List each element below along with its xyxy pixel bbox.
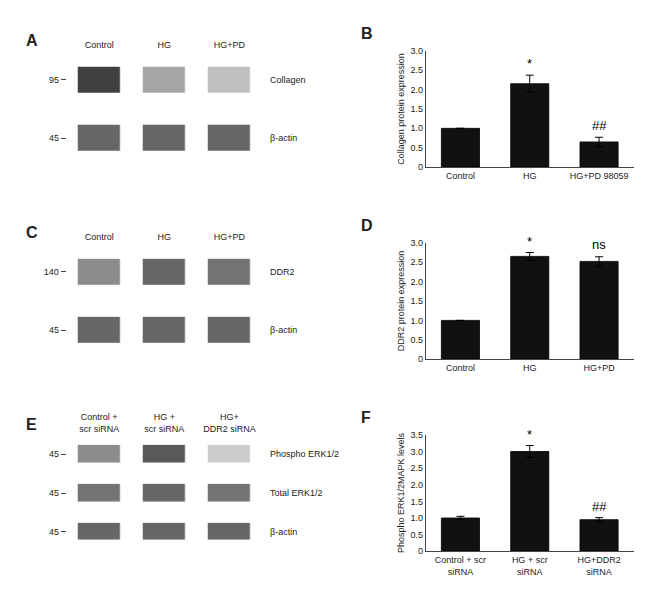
svg-text:F: F [361, 409, 371, 426]
svg-text:1.0: 1.0 [410, 513, 423, 523]
svg-text:Control: Control [446, 171, 475, 181]
svg-text:DDR2 protein expression: DDR2 protein expression [396, 251, 406, 352]
svg-text:Control: Control [85, 40, 114, 50]
svg-text:2.0: 2.0 [410, 277, 423, 287]
svg-text:1.5: 1.5 [410, 497, 423, 507]
svg-text:2.5: 2.5 [410, 463, 423, 473]
svg-text:45: 45 [49, 133, 59, 143]
svg-text:2.0: 2.0 [410, 85, 423, 95]
svg-text:2.5: 2.5 [410, 65, 423, 75]
svg-text:Control +scr siRNA: Control +scr siRNA [79, 412, 119, 434]
svg-text:*: * [527, 56, 532, 71]
svg-text:1.0: 1.0 [410, 316, 423, 326]
svg-text:0.5: 0.5 [410, 530, 423, 540]
svg-text:*: * [527, 234, 532, 249]
svg-text:0: 0 [418, 354, 423, 364]
svg-text:0: 0 [418, 162, 423, 172]
svg-text:140: 140 [44, 267, 59, 277]
svg-text:HG+PD 98059: HG+PD 98059 [570, 171, 629, 181]
svg-text:HG+DDR2siRNA: HG+DDR2siRNA [577, 555, 620, 577]
svg-text:HG: HG [158, 232, 172, 242]
svg-text:D: D [361, 217, 373, 234]
svg-text:45: 45 [49, 527, 59, 537]
svg-text:##: ## [592, 499, 607, 514]
svg-text:HG+PD: HG+PD [583, 363, 615, 373]
svg-text:3.0: 3.0 [410, 238, 423, 248]
svg-text:95: 95 [49, 75, 59, 85]
svg-text:45: 45 [49, 449, 59, 459]
svg-text:HG: HG [523, 171, 537, 181]
svg-text:0.5: 0.5 [410, 335, 423, 345]
svg-text:3.5: 3.5 [410, 430, 423, 440]
svg-text:Total ERK1/2: Total ERK1/2 [270, 488, 323, 498]
svg-text:HG+DDR2 siRNA: HG+DDR2 siRNA [203, 412, 256, 434]
svg-text:*: * [527, 427, 532, 442]
svg-text:HG +scr siRNA: HG +scr siRNA [144, 412, 184, 434]
svg-text:B: B [361, 25, 373, 42]
svg-text:1.0: 1.0 [410, 123, 423, 133]
svg-text:2.5: 2.5 [410, 257, 423, 267]
svg-text:2.0: 2.0 [410, 480, 423, 490]
svg-text:0.5: 0.5 [410, 143, 423, 153]
svg-text:##: ## [592, 118, 607, 133]
svg-text:Control + scrsiRNA: Control + scrsiRNA [435, 555, 486, 577]
svg-text:Phospho ERK1/2MAPK levels: Phospho ERK1/2MAPK levels [396, 433, 406, 554]
svg-text:0: 0 [418, 546, 423, 556]
svg-text:Control: Control [85, 232, 114, 242]
svg-text:β-actin: β-actin [270, 325, 297, 335]
svg-text:Control: Control [446, 363, 475, 373]
svg-text:45: 45 [49, 488, 59, 498]
svg-text:C: C [26, 224, 38, 241]
svg-text:1.5: 1.5 [410, 296, 423, 306]
svg-text:1.5: 1.5 [410, 104, 423, 114]
svg-text:β-actin: β-actin [270, 133, 297, 143]
svg-text:HG+PD: HG+PD [214, 232, 246, 242]
svg-text:Collagen protein expression: Collagen protein expression [396, 53, 406, 165]
svg-text:HG + scrsiRNA: HG + scrsiRNA [512, 555, 548, 577]
svg-text:Collagen: Collagen [270, 75, 306, 85]
svg-text:HG: HG [523, 363, 537, 373]
svg-text:ns: ns [592, 237, 606, 252]
svg-text:45: 45 [49, 325, 59, 335]
svg-text:HG+PD: HG+PD [214, 40, 246, 50]
svg-text:3.0: 3.0 [410, 447, 423, 457]
svg-text:3.0: 3.0 [410, 46, 423, 56]
svg-text:DDR2: DDR2 [270, 267, 295, 277]
svg-text:HG: HG [158, 40, 172, 50]
svg-text:β-actin: β-actin [270, 527, 297, 537]
svg-text:Phospho ERK1/2: Phospho ERK1/2 [270, 449, 339, 459]
svg-text:A: A [26, 32, 38, 49]
svg-text:E: E [26, 416, 37, 433]
